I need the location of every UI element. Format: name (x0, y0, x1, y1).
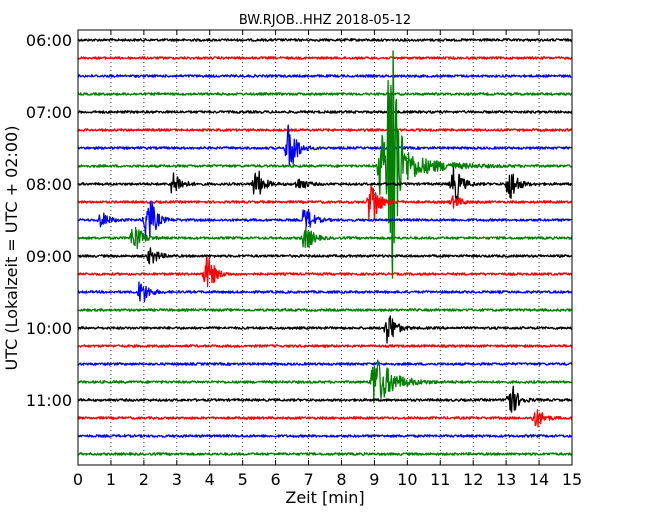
trace-line-11:00 (77, 385, 573, 413)
x-tick-label-10: 10 (397, 470, 417, 489)
trace-line-10:15 (77, 344, 573, 348)
x-tick-label-7: 7 (303, 470, 313, 489)
trace-line-11:15 (77, 409, 573, 428)
chart-title: BW.RJOB..HHZ 2018-05-12 (239, 13, 411, 28)
x-tick-label-5: 5 (238, 470, 248, 489)
x-tick-label-13: 13 (496, 470, 516, 489)
trace-line-08:45 (77, 226, 573, 250)
axes: 0 1 2 3 4 5 6 7 8 9 10 11 12 13 14 1506:0007:0008:0009:… (26, 29, 582, 489)
trace-line-07:45 (77, 50, 573, 279)
x-axis-label: Zeit [min] (285, 488, 364, 507)
y-tick-label-06:00: 06:00 (26, 31, 72, 50)
x-tick-label-3: 3 (172, 470, 182, 489)
trace-line-10:00 (77, 315, 573, 344)
y-axis-label: UTC (Lokalzeit = UTC + 02:00) (2, 126, 21, 371)
trace-line-07:30 (77, 124, 573, 167)
x-tick-label-0: 0 (73, 470, 83, 489)
trace-line-09:45 (77, 308, 573, 312)
trace-line-09:00 (77, 247, 573, 265)
grid-lines (110, 30, 540, 465)
trace-line-09:15 (77, 256, 573, 288)
x-tick-label-6: 6 (271, 470, 281, 489)
trace-line-06:30 (77, 74, 573, 78)
trace-line-10:45 (77, 359, 573, 404)
trace-line-10:30 (77, 362, 573, 366)
x-tick-label-2: 2 (139, 470, 149, 489)
trace-line-09:30 (77, 281, 573, 303)
x-tick-label-12: 12 (463, 470, 483, 489)
x-tick-label-8: 8 (336, 470, 346, 489)
trace-line-08:15 (77, 184, 573, 221)
trace-line-07:15 (77, 128, 573, 132)
trace-line-08:00 (77, 166, 573, 202)
x-tick-label-15: 15 (562, 470, 582, 489)
x-tick-label-9: 9 (369, 470, 379, 489)
y-tick-label-09:00: 09:00 (26, 247, 72, 266)
trace-line-06:00 (77, 38, 573, 42)
x-tick-label-11: 11 (430, 470, 450, 489)
trace-line-06:45 (77, 92, 573, 96)
trace-line-08:30 (77, 200, 573, 239)
x-tick-label-14: 14 (529, 470, 549, 489)
y-tick-label-07:00: 07:00 (26, 103, 72, 122)
x-tick-label-4: 4 (205, 470, 215, 489)
y-tick-label-10:00: 10:00 (26, 319, 72, 338)
axes-frame (77, 29, 573, 466)
x-tick-label-1: 1 (106, 470, 116, 489)
trace-line-06:15 (77, 56, 573, 60)
trace-line-11:45 (77, 452, 573, 456)
y-tick-label-11:00: 11:00 (26, 391, 72, 410)
seismic-traces (77, 38, 573, 456)
trace-line-07:00 (77, 110, 573, 114)
y-tick-label-08:00: 08:00 (26, 175, 72, 194)
trace-line-11:30 (77, 434, 573, 438)
